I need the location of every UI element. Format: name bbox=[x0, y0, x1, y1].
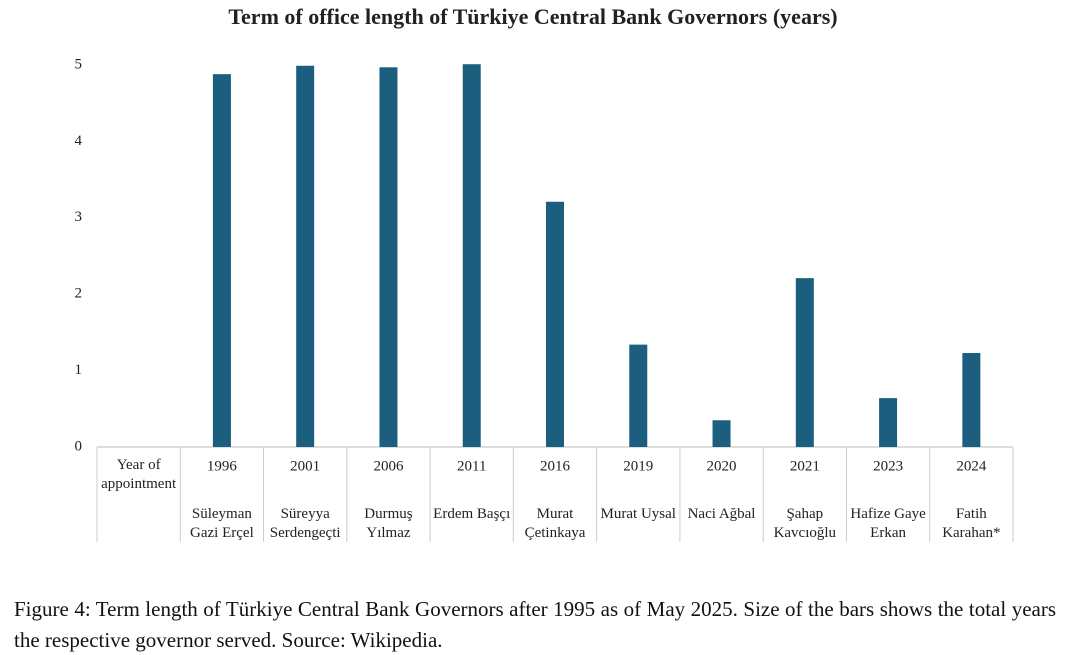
y-tick-label: 2 bbox=[75, 286, 83, 302]
chart: Term of office length of Türkiye Central… bbox=[75, 4, 1014, 542]
bar bbox=[546, 201, 564, 447]
x-tick-label: Şahap Kavcıoğlu bbox=[773, 506, 837, 541]
year-label: 2011 bbox=[457, 458, 486, 474]
x-tick-label: Durmuş Yılmaz bbox=[364, 506, 413, 541]
bar bbox=[462, 64, 481, 448]
year-label: 2023 bbox=[873, 458, 903, 474]
x-tick-label: Murat Çetinkaya bbox=[524, 506, 586, 541]
x-tick-label: Erdem Başçı bbox=[433, 506, 511, 522]
bar bbox=[795, 278, 814, 447]
year-label: 1996 bbox=[207, 458, 238, 474]
bar bbox=[296, 65, 315, 447]
y-tick-label: 1 bbox=[75, 362, 83, 378]
x-tick-label: Fatih Karahan* bbox=[942, 506, 1001, 541]
y-tick-label: 0 bbox=[75, 438, 83, 454]
bar bbox=[962, 353, 981, 447]
bar bbox=[879, 398, 898, 447]
year-label: 2020 bbox=[707, 458, 737, 474]
x-tick-label: Murat Uysal bbox=[600, 506, 676, 522]
x-tick-label: Süreyya Serdengeçti bbox=[269, 506, 341, 541]
bar bbox=[212, 74, 231, 447]
bar bbox=[629, 344, 648, 447]
chart-title: Term of office length of Türkiye Central… bbox=[228, 4, 837, 29]
y-tick-label: 4 bbox=[75, 133, 83, 149]
y-tick-label: 5 bbox=[75, 56, 83, 72]
year-label: 2006 bbox=[373, 458, 404, 474]
year-label: 2024 bbox=[956, 458, 987, 474]
year-label: 2019 bbox=[623, 458, 653, 474]
year-label: 2016 bbox=[540, 458, 571, 474]
year-label: 2021 bbox=[790, 458, 820, 474]
bar bbox=[712, 420, 731, 447]
x-tick-label: Hafize Gaye Erkan bbox=[850, 506, 926, 541]
bar bbox=[379, 67, 398, 448]
caption: Figure 4: Term length of Türkiye Central… bbox=[14, 597, 1056, 652]
year-label: 2001 bbox=[290, 458, 320, 474]
x-tick-label: Süleyman Gazi Erçel bbox=[190, 506, 254, 541]
x-tick-label: Naci Ağbal bbox=[687, 506, 756, 522]
x-axis-header: Year of appointment bbox=[101, 457, 177, 492]
y-tick-label: 3 bbox=[75, 209, 83, 225]
